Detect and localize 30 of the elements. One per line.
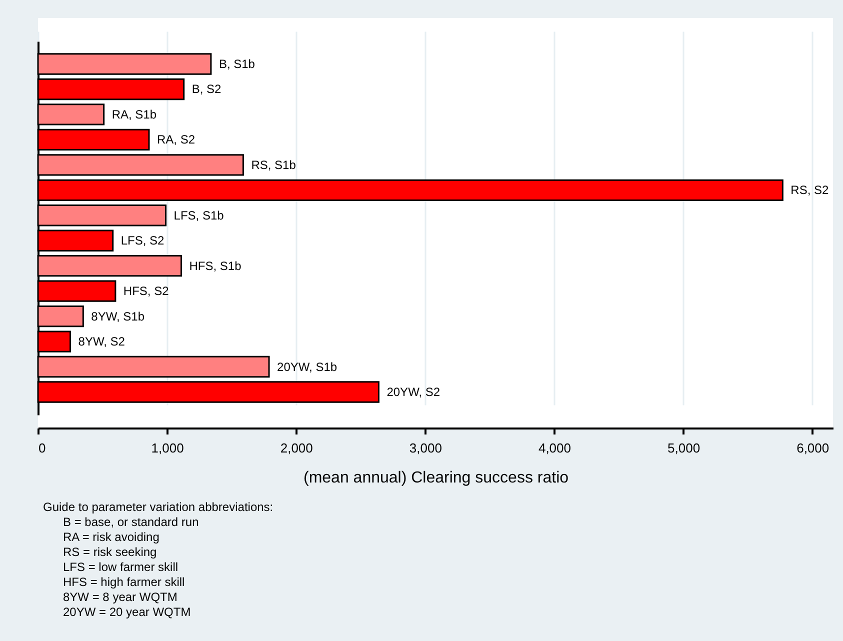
text: HFS = high farmer skill: [63, 575, 185, 589]
x-tick-label: 1,000: [151, 440, 184, 456]
text: LFS = low farmer skill: [63, 560, 178, 574]
x-tick-label: 4,000: [538, 440, 572, 456]
y-tick-label: LFS, S1b: [174, 208, 224, 222]
y-tick-label: 20YW, S1b: [277, 360, 338, 374]
x-tick-label: 6,000: [796, 440, 830, 456]
x-tick-label: 5,000: [668, 440, 700, 456]
text: Guide to parameter variation abbreviations:: [43, 500, 274, 514]
text: RA = risk avoiding: [63, 530, 160, 544]
y-tick-label: HFS, S1b: [189, 258, 242, 273]
text: RS = risk seeking: [63, 545, 157, 559]
y-tick-label: 20YW, S2: [386, 384, 440, 399]
y-tick-label: 8YW, S1b: [91, 309, 145, 324]
y-tick-label: RS, S2: [790, 183, 830, 198]
x-tick-label: 2,000: [280, 440, 313, 456]
x-tick-label: 0: [38, 440, 46, 456]
x-axis-title: (mean annual) Clearing success ratio: [303, 470, 569, 486]
text: B = base, or standard run: [63, 515, 199, 529]
y-tick-label: RA, S2: [156, 132, 196, 147]
y-tick-label: LFS, S2: [120, 234, 165, 248]
text: 8YW = 8 year WQTM: [63, 590, 178, 604]
y-tick-label: B, S1b: [218, 57, 256, 72]
y-tick-label: RA, S1b: [112, 107, 157, 122]
y-tick-label: B, S2: [192, 82, 222, 96]
y-tick-label: RS, S1b: [251, 158, 296, 172]
x-tick-label: 3,000: [409, 440, 442, 456]
y-tick-label: HFS, S2: [123, 284, 170, 298]
text: 20YW = 20 year WQTM: [63, 605, 191, 619]
y-tick-label: 8YW, S2: [78, 334, 126, 349]
